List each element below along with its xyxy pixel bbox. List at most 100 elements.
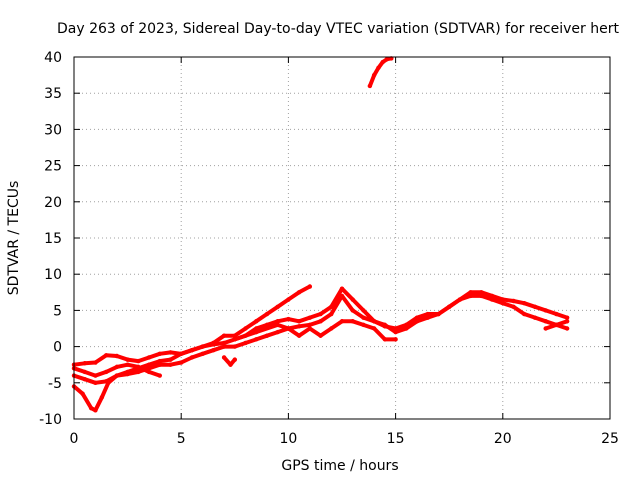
y-tick-label: 30 (44, 122, 62, 138)
data-point (318, 319, 323, 324)
data-point (264, 333, 270, 338)
data-point (232, 344, 237, 349)
data-point (125, 371, 130, 377)
x-axis-label: GPS time / hours (281, 458, 398, 474)
data-point (318, 311, 323, 317)
data-point (350, 319, 355, 324)
data-point (243, 340, 248, 346)
data-point (254, 319, 259, 324)
data-point (393, 337, 398, 342)
data-point (179, 351, 184, 357)
data-point (103, 379, 109, 384)
data-point (82, 369, 87, 375)
y-tick-label: 10 (44, 267, 62, 283)
y-tick-label: 5 (53, 303, 62, 319)
data-point (157, 351, 162, 357)
data-point (221, 344, 227, 349)
data-point (361, 322, 366, 328)
data-point (221, 355, 227, 360)
data-point (367, 83, 373, 89)
data-point (532, 315, 538, 320)
data-point (511, 298, 516, 304)
data-point (382, 322, 388, 328)
data-point (543, 326, 548, 331)
data-point (329, 326, 334, 331)
data-point (99, 395, 105, 400)
data-point (361, 315, 366, 320)
data-point (264, 322, 270, 328)
data-point (307, 315, 313, 320)
data-point (82, 376, 87, 382)
data-point (393, 329, 398, 335)
data-point (221, 340, 227, 346)
data-point (254, 329, 259, 335)
data-point (384, 56, 390, 62)
y-tick-label: 40 (44, 50, 62, 66)
data-point (211, 342, 216, 347)
data-point (146, 369, 152, 375)
data-point (296, 319, 302, 324)
data-point (82, 361, 87, 366)
data-point (146, 362, 152, 367)
data-point (543, 308, 548, 313)
data-point (296, 290, 302, 295)
data-point (254, 337, 259, 342)
data-point (296, 333, 302, 338)
series-layer (71, 56, 570, 413)
data-point (564, 326, 570, 331)
data-point (200, 344, 205, 349)
data-point (189, 348, 195, 353)
data-point (275, 304, 280, 309)
x-tick-label: 10 (279, 431, 297, 447)
data-point (114, 364, 120, 370)
data-point (500, 300, 505, 306)
data-point (232, 333, 237, 338)
data-point (564, 315, 570, 320)
data-point (125, 357, 130, 362)
data-point (382, 337, 388, 342)
data-point (489, 297, 495, 302)
data-point (371, 326, 377, 331)
data-point (200, 351, 205, 357)
data-point (414, 315, 420, 320)
data-point (211, 348, 216, 353)
grid (74, 57, 610, 419)
x-tick-label: 15 (387, 431, 405, 447)
data-point (329, 304, 334, 309)
data-point (307, 326, 313, 331)
chart-title: Day 263 of 2023, Sidereal Day-to-day VTE… (57, 21, 619, 37)
data-point (371, 319, 377, 324)
data-point (221, 333, 227, 338)
y-axis-label: SDTVAR / TECUs (6, 181, 22, 296)
data-point (468, 293, 473, 299)
data-point (414, 319, 420, 324)
ticks: 0 5 10 15 20 25 -10 -5 0 5 10 15 20 25 30 35 40 (39, 50, 619, 447)
data-point (88, 405, 94, 411)
data-point (436, 311, 441, 317)
data-point (479, 290, 484, 295)
data-point (103, 369, 109, 375)
x-tick-label: 0 (70, 431, 79, 447)
data-point (286, 326, 291, 331)
data-point (376, 65, 381, 71)
data-point (93, 360, 98, 365)
data-point (307, 322, 313, 328)
data-point (329, 311, 334, 317)
data-point (564, 319, 570, 324)
data-point (114, 373, 120, 378)
data-point (554, 311, 559, 317)
x-tick-label: 25 (601, 431, 619, 447)
data-point (543, 319, 548, 324)
y-tick-label: 35 (44, 86, 62, 102)
data-point (157, 358, 162, 364)
data-point (93, 380, 98, 385)
data-point (228, 362, 233, 367)
data-point (380, 59, 385, 65)
data-point (232, 337, 237, 342)
data-point (350, 308, 355, 313)
data-point (136, 369, 141, 375)
data-point (243, 326, 248, 331)
data-point (264, 311, 270, 317)
data-point (522, 300, 527, 306)
